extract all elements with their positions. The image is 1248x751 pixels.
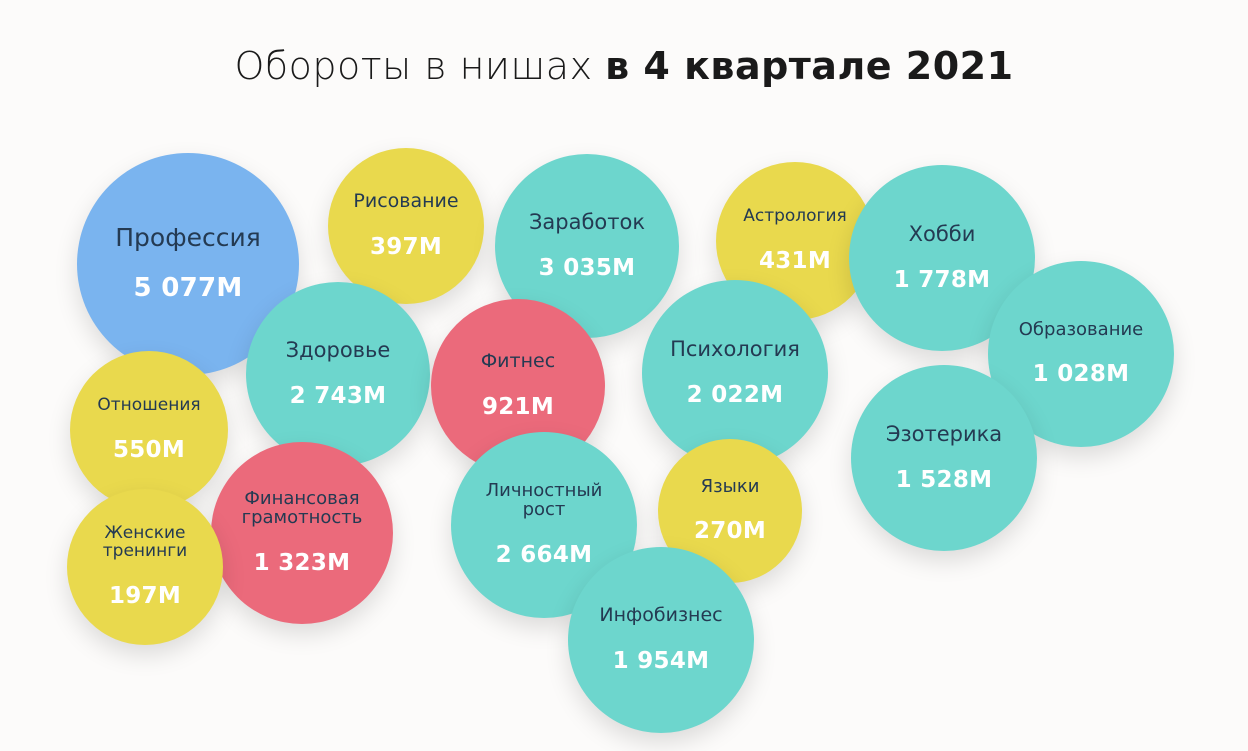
bubble-11: Финансовая грамотность 1 323M (211, 442, 393, 624)
bubble-label: Здоровье (285, 337, 391, 362)
bubble-label: Инфобизнес (599, 604, 723, 627)
bubble-value: 5 077M (133, 273, 243, 304)
bubble-value: 1 954M (612, 647, 710, 674)
bubble-value: 1 028M (1032, 361, 1130, 388)
bubble-value: 921M (481, 393, 555, 420)
bubble-1: Рисование 397M (328, 148, 484, 304)
bubble-10: Эзотерика 1 528M (851, 365, 1037, 551)
bubble-14: Женские тренинги 197M (67, 489, 223, 645)
bubble-label: Астрология (743, 206, 847, 227)
bubble-label: Профессия (115, 222, 261, 252)
bubble-9: Отношения 550M (70, 351, 228, 509)
bubble-value: 550M (112, 436, 186, 463)
bubble-label: Заработок (528, 209, 646, 234)
bubble-6: Здоровье 2 743M (246, 282, 430, 466)
bubble-label: Финансовая грамотность (241, 488, 363, 528)
chart-title-part2: в 4 квартале 2021 (605, 44, 1014, 88)
bubble-label: Личностный рост (485, 480, 603, 520)
bubble-label: Фитнес (480, 350, 556, 373)
bubble-value: 2 022M (686, 382, 784, 409)
chart-title: Обороты в нишах в 4 квартале 2021 (0, 44, 1248, 88)
bubble-label: Психология (670, 336, 800, 361)
bubble-label: Языки (700, 475, 760, 497)
bubble-value: 1 323M (253, 549, 351, 576)
bubble-label: Эзотерика (885, 421, 1003, 446)
bubble-value: 1 778M (893, 267, 991, 294)
bubble-value: 3 035M (538, 255, 636, 282)
bubble-label: Отношения (97, 395, 201, 416)
bubble-13: Языки 270M (658, 439, 802, 583)
bubble-value: 1 528M (895, 467, 993, 494)
bubble-value: 397M (369, 233, 443, 260)
bubble-label: Женские тренинги (102, 523, 188, 561)
bubble-label: Образование (1018, 318, 1144, 340)
bubble-value: 431M (758, 247, 832, 274)
bubble-value: 2 743M (289, 383, 387, 410)
bubble-label: Хобби (908, 221, 976, 246)
bubble-value: 270M (693, 518, 767, 545)
bubble-value: 2 664M (495, 541, 593, 568)
bubble-8: Психология 2 022M (642, 280, 828, 466)
bubble-value: 197M (108, 582, 182, 609)
chart-title-part1: Обороты в нишах (234, 44, 593, 88)
bubble-15: Инфобизнес 1 954M (568, 547, 754, 733)
bubble-label: Рисование (353, 190, 459, 213)
